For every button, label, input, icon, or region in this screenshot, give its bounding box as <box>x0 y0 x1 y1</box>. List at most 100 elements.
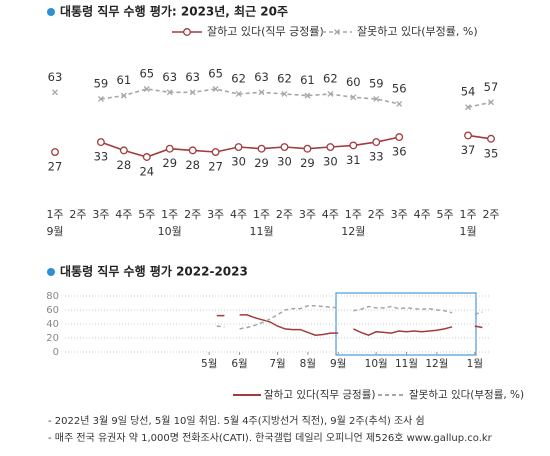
marker <box>235 91 242 97</box>
series-line <box>216 305 483 330</box>
data-label: 29 <box>254 156 269 170</box>
data-label: 37 <box>461 143 476 157</box>
marker <box>395 133 404 142</box>
x-tick-label: 4주 <box>322 208 339 221</box>
series-line <box>216 314 483 337</box>
data-label: 56 <box>392 81 407 95</box>
y-tick-label: 20 <box>46 333 59 344</box>
marker <box>119 146 128 155</box>
marker <box>142 153 151 161</box>
y-tick-label: 60 <box>46 305 59 316</box>
x-tick-label: 5월 <box>201 358 217 370</box>
marker <box>372 138 381 147</box>
x-tick-label: 1주 <box>253 208 270 221</box>
data-label: 63 <box>185 70 200 84</box>
data-label: 59 <box>94 76 109 90</box>
title-dot <box>47 8 55 16</box>
marker <box>212 86 219 92</box>
data-label: 30 <box>323 155 338 169</box>
x-tick-label: 5주 <box>437 208 454 221</box>
data-label: 63 <box>162 70 177 84</box>
data-label: 24 <box>139 165 154 179</box>
legend-marker <box>334 29 340 35</box>
data-label: 61 <box>117 73 132 87</box>
data-label: 27 <box>48 160 63 174</box>
data-label: 62 <box>323 71 338 85</box>
x-group-label: 1월 <box>459 225 476 238</box>
legend-label: 잘하고 있다(직무 긍정률) <box>207 24 324 38</box>
marker <box>234 143 243 151</box>
data-label: 63 <box>254 70 269 84</box>
legend-marker <box>183 28 191 36</box>
marker <box>96 138 105 147</box>
marker <box>349 141 358 150</box>
x-tick-label: 1월 <box>467 358 483 370</box>
marker <box>211 148 220 156</box>
x-tick-label: 12월 <box>425 358 448 370</box>
marker <box>97 95 104 102</box>
x-tick-label: 3주 <box>391 208 408 221</box>
chart-title: 대통령 직무 수행 평가 2022-2023 <box>60 264 248 279</box>
data-label: 62 <box>231 71 246 85</box>
marker <box>487 134 495 143</box>
marker <box>166 89 173 96</box>
marker <box>488 99 494 106</box>
x-tick-label: 10월 <box>365 358 388 370</box>
data-label: 29 <box>300 156 315 170</box>
x-tick-label: 11월 <box>395 358 418 370</box>
note: - 매주 전국 유권자 약 1,000명 전화조사(CATI). 한국갤럽 데일… <box>48 432 493 444</box>
x-tick-label: 4주 <box>230 208 247 221</box>
data-label: 27 <box>208 160 223 174</box>
x-tick-label: 8월 <box>300 358 316 370</box>
legend-label: 잘못하고 있다(부정률, %) <box>409 388 524 401</box>
legend-label: 잘하고 있다(직무 긍정률) <box>264 388 375 401</box>
marker <box>143 86 150 92</box>
marker <box>464 131 473 140</box>
x-tick-label: 3주 <box>92 208 109 221</box>
marker <box>465 104 472 111</box>
x-tick-label: 1주 <box>46 208 63 221</box>
y-tick-label: 40 <box>46 319 59 330</box>
x-tick-label: 4주 <box>414 208 431 221</box>
x-tick-label: 1주 <box>161 208 178 221</box>
marker <box>373 95 380 102</box>
x-tick-label: 3주 <box>299 208 316 221</box>
data-label: 30 <box>277 155 292 169</box>
x-tick-label: 2주 <box>184 208 201 221</box>
marker <box>396 100 403 107</box>
x-tick-label: 2주 <box>69 208 86 221</box>
data-label: 60 <box>346 75 361 89</box>
data-label: 59 <box>369 76 384 90</box>
data-label: 57 <box>484 80 499 94</box>
data-label: 36 <box>392 145 407 159</box>
note: - 2022년 3월 9일 당선, 5월 10일 취임. 5월 4주(지방선거 … <box>48 414 425 427</box>
x-tick-label: 1주 <box>459 208 476 221</box>
x-tick-label: 4주 <box>115 208 132 221</box>
x-tick-label: 9월 <box>330 358 346 370</box>
marker <box>258 89 265 96</box>
marker <box>189 89 196 96</box>
x-group-label: 12월 <box>341 225 365 238</box>
x-tick-label: 2주 <box>276 208 293 221</box>
x-group-label: 9월 <box>46 225 63 238</box>
x-tick-label: 3주 <box>207 208 224 221</box>
x-tick-label: 2주 <box>368 208 385 221</box>
x-tick-label: 7월 <box>269 358 285 370</box>
x-group-label: 10월 <box>158 225 182 238</box>
x-tick-label: 2주 <box>482 208 499 221</box>
data-label: 28 <box>117 158 132 172</box>
data-label: 62 <box>277 71 292 85</box>
y-tick-label: 80 <box>46 291 59 302</box>
data-label: 35 <box>484 146 499 160</box>
marker <box>281 91 288 97</box>
marker <box>257 144 266 153</box>
marker <box>165 144 174 153</box>
marker <box>350 94 357 101</box>
data-label: 54 <box>461 85 476 99</box>
data-label: 33 <box>369 150 384 164</box>
marker <box>326 143 335 151</box>
legend-label: 잘못하고 있다(부정률, %) <box>357 24 478 38</box>
marker <box>327 91 334 97</box>
marker <box>120 92 127 99</box>
